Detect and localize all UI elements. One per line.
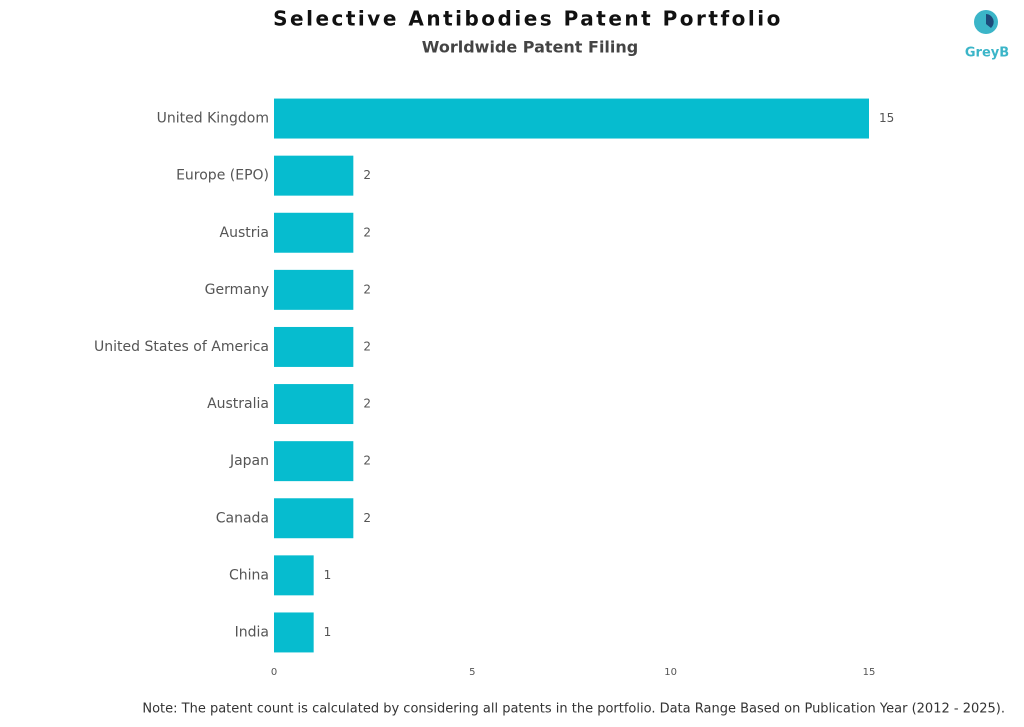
data-label: 2 xyxy=(363,454,371,468)
bar xyxy=(274,441,353,481)
y-tick-label: Austria xyxy=(220,225,269,241)
bar xyxy=(274,99,869,139)
bar xyxy=(274,213,353,253)
bar xyxy=(274,555,314,595)
bar xyxy=(274,384,353,424)
y-tick-label: China xyxy=(229,567,269,583)
x-tick-label: 15 xyxy=(863,667,876,678)
bar xyxy=(274,156,353,196)
footnote: Note: The patent count is calculated by … xyxy=(142,702,1005,717)
x-tick-label: 0 xyxy=(271,667,277,678)
y-tick-label: Canada xyxy=(216,510,269,526)
y-tick-label: Europe (EPO) xyxy=(176,168,269,184)
data-label: 2 xyxy=(363,511,371,525)
chart-title: Selective Antibodies Patent Portfolio xyxy=(273,7,783,31)
x-tick-label: 10 xyxy=(664,667,677,678)
logo-text: GreyB xyxy=(965,46,1009,61)
bar xyxy=(274,270,353,310)
y-tick-label: Australia xyxy=(207,396,269,412)
y-tick-label: Japan xyxy=(229,453,269,469)
data-label: 2 xyxy=(363,282,371,296)
data-label: 15 xyxy=(879,111,894,125)
data-label: 1 xyxy=(324,625,332,639)
y-tick-label: United Kingdom xyxy=(157,111,269,127)
y-tick-label: Germany xyxy=(205,282,269,298)
data-label: 2 xyxy=(363,225,371,239)
data-label: 2 xyxy=(363,397,371,411)
bar xyxy=(274,498,353,538)
y-tick-label: United States of America xyxy=(94,339,269,355)
bar xyxy=(274,327,353,367)
y-tick-label: India xyxy=(235,624,269,640)
data-label: 2 xyxy=(363,339,371,353)
data-label: 1 xyxy=(324,568,332,582)
logo: GreyB xyxy=(965,10,1009,61)
x-tick-label: 5 xyxy=(469,667,475,678)
bar xyxy=(274,612,314,652)
chart-subtitle: Worldwide Patent Filing xyxy=(422,38,638,57)
data-label: 2 xyxy=(363,168,371,182)
